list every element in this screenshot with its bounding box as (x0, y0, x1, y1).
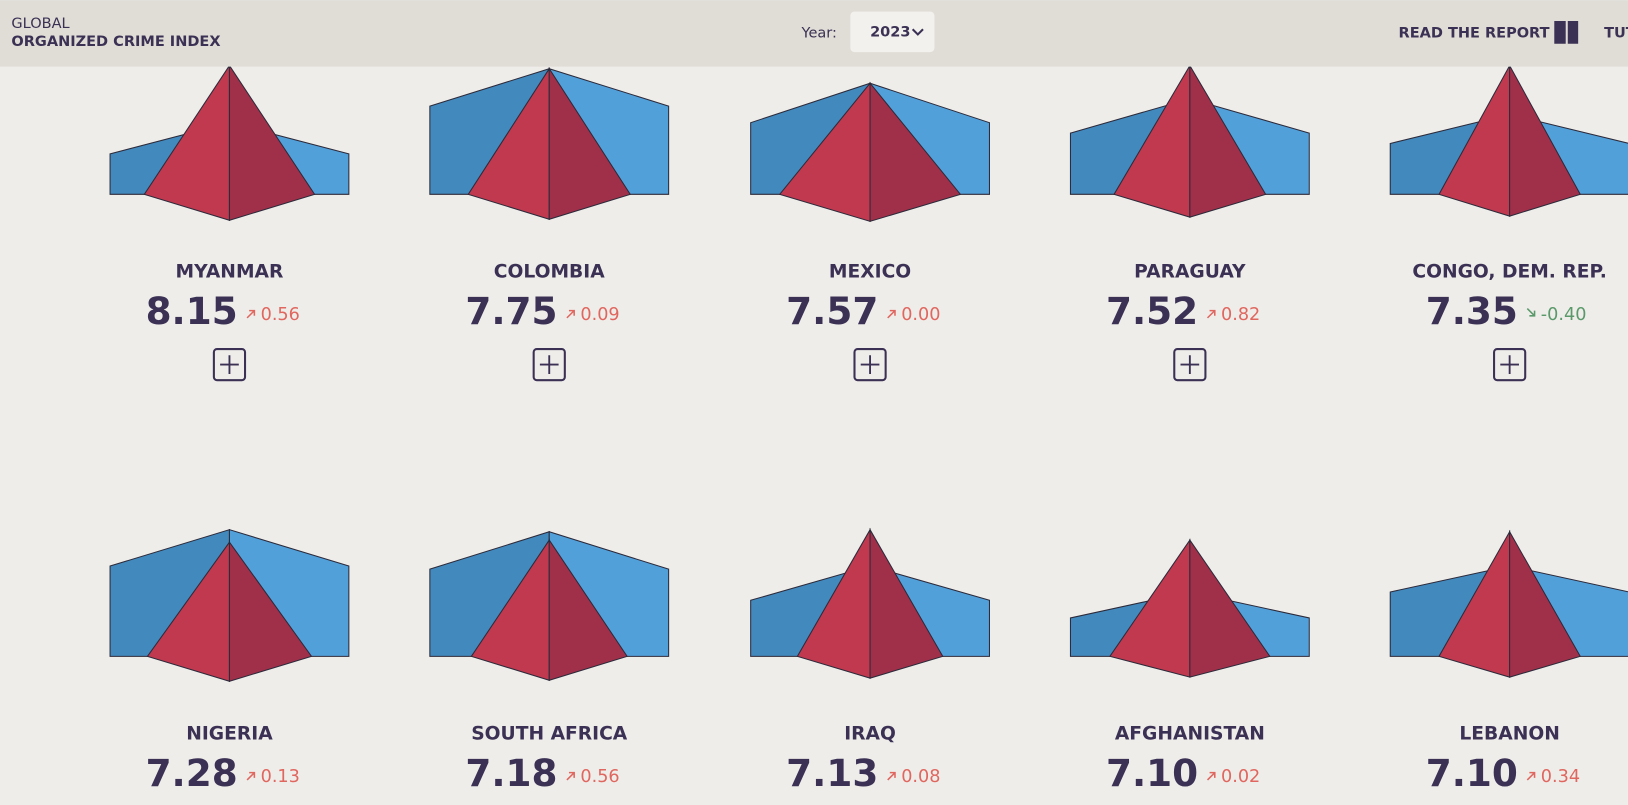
pyramid-right (548, 66, 632, 220)
country-name: IRAQ (844, 723, 896, 744)
pyramid-right (1189, 63, 1267, 218)
change: 0.02 (1221, 767, 1260, 787)
pyramid-right (1189, 538, 1271, 678)
score: 7.57 (786, 289, 878, 333)
score: 8.15 (146, 289, 238, 333)
country-name: MEXICO (829, 261, 911, 282)
score: 7.28 (146, 751, 238, 795)
expand-button[interactable] (212, 347, 247, 382)
tutorial-link[interactable]: TUT (1604, 26, 1628, 42)
report-link[interactable]: READ THE REPORT (1399, 26, 1550, 42)
trend-arrow (566, 309, 575, 319)
expand-button[interactable] (532, 347, 566, 382)
change: 0.09 (580, 305, 619, 325)
country-name: LEBANON (1459, 723, 1559, 744)
change: 0.08 (901, 767, 940, 787)
cards: MYANMAR 8.15 0.56 COLOMBIA 7.75 0.09 MEXICO 7.5… (109, 63, 1628, 795)
trend-arrow (887, 771, 896, 781)
pyramid-right (548, 538, 628, 681)
expand-button[interactable] (1173, 347, 1207, 382)
trend-arrow (246, 771, 256, 781)
change: 0.56 (261, 305, 300, 325)
change: 0.13 (261, 767, 300, 787)
book-icon (1554, 20, 1579, 44)
country-name: NIGERIA (186, 723, 273, 744)
change: -0.40 (1541, 305, 1587, 325)
change: 0.00 (901, 305, 940, 325)
pyramid-right (869, 527, 944, 679)
plus-icon (220, 355, 239, 374)
year-label: Year: (801, 26, 837, 42)
pyramid-right (869, 81, 962, 223)
plus-icon (1500, 355, 1519, 374)
expand-button[interactable] (853, 347, 887, 382)
trend-arrow (566, 771, 575, 781)
trend-arrow (1206, 771, 1216, 781)
chevron (911, 28, 924, 36)
trend-arrow (1526, 307, 1536, 317)
expand-button[interactable] (1493, 347, 1527, 382)
plus-icon (860, 355, 880, 374)
score: 7.52 (1106, 289, 1198, 333)
year-value[interactable]: 2023 (870, 25, 910, 41)
change: 0.82 (1221, 305, 1260, 325)
trend-arrow (1206, 309, 1216, 319)
pyramid-right (228, 540, 313, 682)
year-select[interactable] (850, 11, 935, 53)
header-bar (0, 0, 1628, 67)
country-name: COLOMBIA (494, 261, 605, 282)
trend-arrow (887, 309, 896, 319)
score: 7.10 (1426, 751, 1518, 795)
trend-arrow (1526, 771, 1536, 781)
score: 7.35 (1426, 289, 1518, 333)
title-top: GLOBAL (11, 16, 70, 32)
country-name: MYANMAR (176, 261, 284, 282)
country-name: CONGO, DEM. REP. (1412, 261, 1607, 282)
pyramid-right (228, 63, 316, 221)
score: 7.18 (465, 751, 557, 795)
change: 0.56 (580, 767, 619, 787)
plus-icon (1180, 355, 1200, 374)
score: 7.13 (786, 751, 878, 795)
plus-icon (539, 355, 559, 374)
score: 7.75 (465, 289, 557, 333)
pyramid-right (1509, 529, 1582, 678)
pyramid-right (1509, 65, 1582, 217)
trend-arrow (246, 309, 256, 319)
country-name: PARAGUAY (1134, 261, 1246, 282)
title-main[interactable]: ORGANIZED CRIME INDEX (11, 34, 220, 50)
score: 7.10 (1106, 751, 1198, 795)
country-name: AFGHANISTAN (1115, 723, 1265, 744)
country-name: SOUTH AFRICA (471, 723, 628, 744)
change: 0.34 (1541, 767, 1580, 787)
